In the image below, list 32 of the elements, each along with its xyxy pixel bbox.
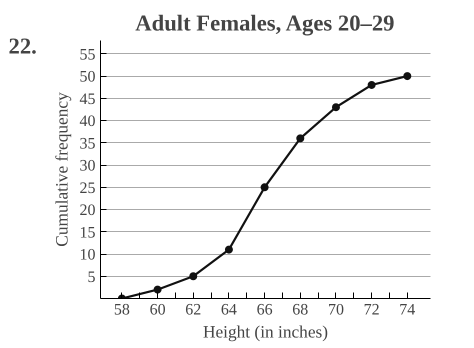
point	[332, 103, 340, 112]
x-tick-label: 68	[292, 302, 308, 318]
y-tick-label: 5	[88, 268, 96, 286]
point	[296, 134, 304, 142]
y-tick-label: 40	[80, 113, 96, 130]
point	[368, 80, 376, 89]
x-tick-label: 64	[220, 302, 237, 318]
point	[224, 246, 233, 254]
y-tick-label: 35	[80, 135, 96, 152]
y-tick-label: 55	[80, 46, 96, 64]
y-tick-label: 10	[80, 246, 96, 264]
y-tick-label: 20	[80, 202, 96, 220]
x-tick-label: 58	[114, 302, 130, 318]
y-tick-label: 45	[80, 90, 96, 108]
y-tick-label: 15	[80, 224, 96, 242]
x-tick-label: 70	[328, 302, 344, 318]
x-tick-label: 74	[399, 302, 416, 318]
x-tick-label: 62	[185, 302, 202, 318]
point	[260, 183, 269, 192]
x-axis-title: Height (in inches)	[202, 322, 328, 342]
point	[403, 72, 412, 80]
point	[189, 272, 198, 280]
x-tick-label: 60	[150, 302, 166, 318]
point	[154, 286, 162, 294]
chart-title: Adult Females, Ages 20–29	[135, 10, 395, 36]
y-tick-label: 50	[80, 68, 96, 86]
x-tick-label: 72	[364, 302, 380, 318]
text: 22.	[8, 34, 37, 58]
x-tick-label: 66	[256, 302, 273, 318]
y-axis-title: Cumulative frequency	[52, 92, 72, 247]
y-tick-label: 25	[80, 180, 96, 197]
y-tick-label: 30	[80, 158, 96, 175]
